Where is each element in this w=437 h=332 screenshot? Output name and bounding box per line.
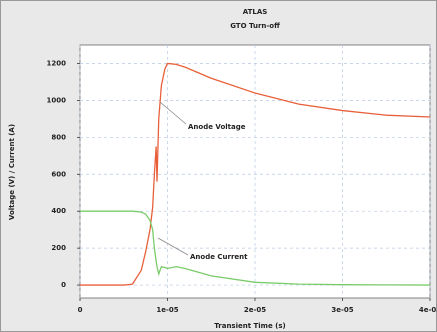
y-tick-label: 1200 — [47, 59, 67, 67]
y-tick-label: 800 — [51, 133, 66, 141]
leader-line — [157, 237, 189, 256]
y-tick-label: 1000 — [47, 96, 67, 104]
y-tick-label: 400 — [51, 207, 66, 215]
chart-title: ATLAS — [243, 8, 268, 16]
annotation: Anode Current — [190, 253, 248, 261]
y-tick-label: 200 — [51, 244, 66, 252]
y-axis-label: Voltage (V) / Current (A) — [8, 124, 16, 220]
x-tick-label: 0 — [78, 306, 83, 314]
y-tick-label: 600 — [51, 170, 66, 178]
x-tick-label: 3e-05 — [331, 306, 353, 314]
chart-subtitle: GTO Turn-off — [230, 22, 280, 30]
x-tick-label: 2e-05 — [244, 306, 266, 314]
y-tick-label: 0 — [61, 281, 66, 289]
series-line — [80, 210, 431, 286]
x-tick-label: 1e-05 — [156, 306, 178, 314]
x-axis-label: Transient Time (s) — [214, 322, 285, 330]
annotation: Anode Voltage — [188, 123, 246, 131]
leader-line — [159, 101, 187, 125]
x-tick-label: 4e-05 — [419, 306, 437, 314]
